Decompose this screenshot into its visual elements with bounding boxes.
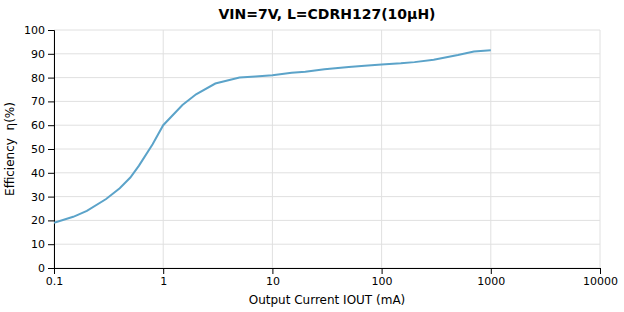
tick-label: 30 [31, 191, 45, 204]
tick-label: 100 [24, 24, 45, 37]
tick-mark [48, 78, 54, 79]
tick: 1 [160, 268, 167, 288]
grid-line-y [54, 172, 600, 173]
grid-line-y [54, 220, 600, 221]
y-axis: 0 10 20 30 40 50 60 70 80 90 100 [24, 24, 55, 275]
tick: 10 [266, 268, 280, 288]
grid-line-y [54, 53, 600, 54]
tick: 40 [31, 167, 54, 180]
grid [54, 30, 600, 268]
tick-mark [163, 268, 164, 274]
tick-label: 90 [31, 48, 45, 61]
tick-mark [48, 149, 54, 150]
tick-mark [48, 30, 54, 31]
tick-mark [48, 125, 54, 126]
tick: 90 [31, 48, 54, 61]
tick-mark [48, 268, 54, 269]
tick-mark [382, 268, 383, 274]
tick-label: 0 [38, 262, 45, 275]
plot: 0.1 1 10 100 1000 10000 0 10 20 30 40 50 60 70 80 90 100 [24, 24, 618, 288]
tick: 60 [31, 119, 54, 132]
axis-line [55, 269, 601, 275]
grid-line-y [54, 30, 600, 31]
grid-line-y [54, 196, 600, 197]
tick-label: 10000 [583, 275, 618, 288]
tick-mark [48, 220, 54, 221]
grid-line-y [54, 77, 600, 78]
y-axis-title: Efficiency η(%) [3, 102, 17, 196]
tick-label: 60 [31, 119, 45, 132]
tick-label: 1 [160, 275, 167, 288]
tick-label: 50 [31, 143, 45, 156]
title: VIN=7V, L=CDRH127(10μH) [218, 6, 435, 22]
tick: 100 [24, 24, 54, 37]
tick-label: 70 [31, 95, 45, 108]
tick-label: 20 [31, 214, 45, 227]
tick: 0 [38, 262, 54, 275]
line [54, 50, 491, 223]
tick-mark [48, 54, 54, 55]
tick: 10000 [583, 268, 618, 288]
tick-label: 100 [372, 275, 393, 288]
tick: 0.1 [46, 268, 64, 288]
tick-mark [48, 197, 54, 198]
tick: 50 [31, 143, 54, 156]
tick-mark [491, 268, 492, 274]
tick: 1000 [477, 268, 505, 288]
tick-label: 0.1 [46, 275, 64, 288]
tick: 100 [372, 268, 393, 288]
tick-mark [48, 173, 54, 174]
tick-label: 10 [266, 275, 280, 288]
tick: 80 [31, 72, 54, 85]
tick-label: 80 [31, 72, 45, 85]
tick-mark [600, 268, 601, 274]
tick: 30 [31, 191, 54, 204]
x-axis-title: Output Current IOUT (mA) [249, 293, 406, 307]
marks [54, 50, 491, 223]
tick-label: 10 [31, 238, 45, 251]
grid-line-y [54, 244, 600, 245]
tick-label: 40 [31, 167, 45, 180]
tick: 20 [31, 214, 54, 227]
chart: 0.1 1 10 100 1000 10000 0 10 20 30 40 50 60 70 80 90 100… [0, 0, 624, 312]
axis-line [48, 31, 55, 269]
grid-line-y [54, 149, 600, 150]
tick: 10 [31, 238, 54, 251]
tick-label: 1000 [477, 275, 505, 288]
tick-mark [272, 268, 273, 274]
x-axis: 0.1 1 10 100 1000 10000 [46, 268, 618, 288]
tick-mark [48, 244, 54, 245]
tick-mark [48, 101, 54, 102]
grid-line-y [54, 101, 600, 102]
tick: 70 [31, 95, 54, 108]
grid-line-y [54, 125, 600, 126]
